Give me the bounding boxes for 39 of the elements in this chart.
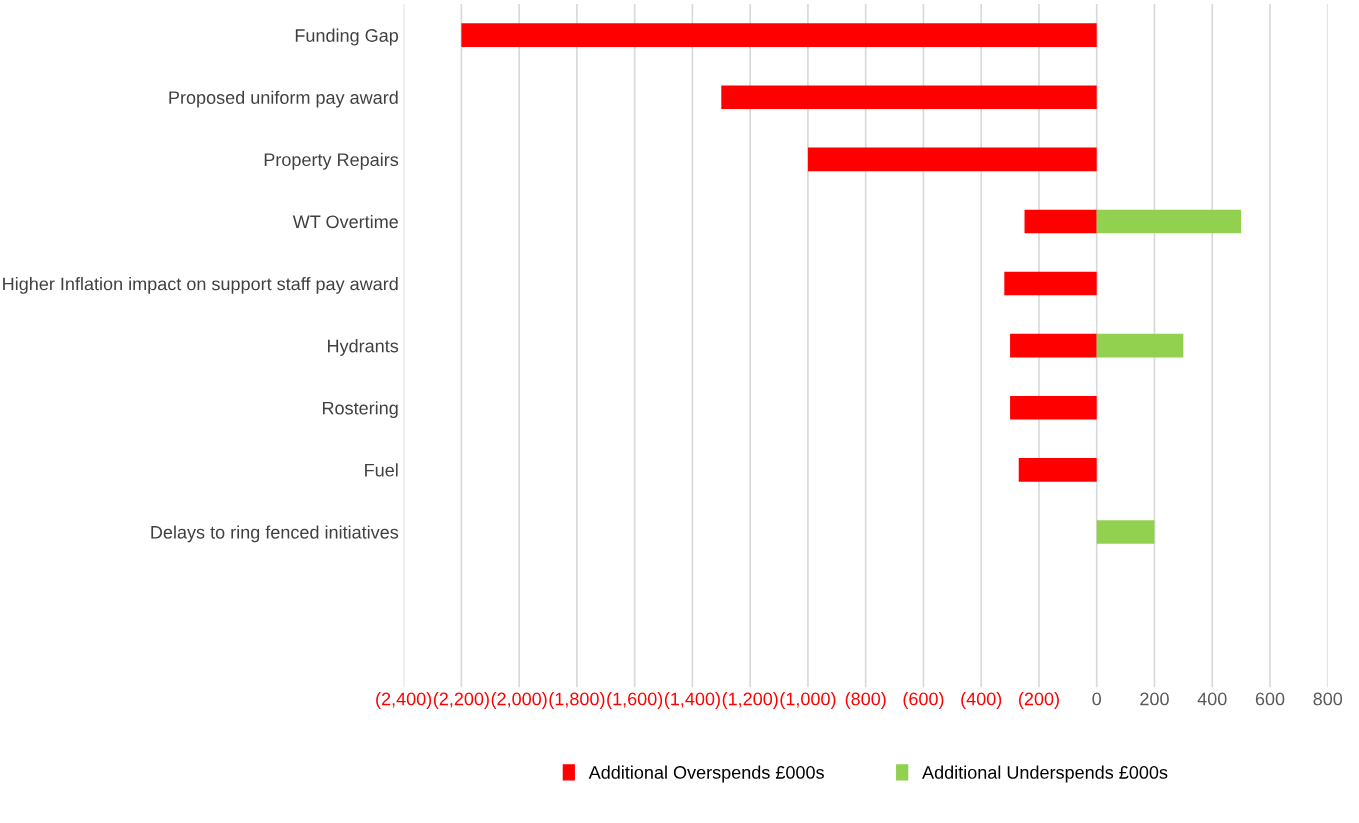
bar [1096, 520, 1155, 544]
x-tick-label: 400 [1197, 692, 1227, 706]
bar [1004, 271, 1097, 296]
x-tick-label: 0 [1092, 692, 1102, 706]
x-tick-label: (400) [961, 692, 1002, 709]
x-tick-label: (2,200) [433, 692, 489, 709]
y-tick-label: Funding Gap [295, 28, 399, 46]
y-tick-label: Hydrants [328, 339, 399, 356]
x-tick-label: 600 [1255, 692, 1285, 706]
y-tick-label: Higher Inflation impact on support staff pay award [3, 277, 398, 294]
x-tick-label: (800) [845, 692, 886, 709]
y-tick-label: Property Repairs [264, 152, 399, 170]
x-tick-label: (1,400) [664, 692, 720, 709]
bar [721, 85, 1097, 110]
y-tick-label: Fuel [365, 463, 398, 477]
y-tick-label: Rostering [322, 401, 398, 419]
x-tick-label: (2,000) [491, 692, 547, 709]
y-tick-label: Delays to ring fenced initiatives [151, 525, 399, 543]
x-tick-label: (2,400) [376, 692, 432, 709]
bar [1018, 458, 1097, 482]
x-tick-label: (200) [1019, 692, 1059, 709]
x-tick-label: (1,800) [549, 692, 605, 709]
x-tick-label: (1,000) [780, 692, 836, 709]
legend-label: Additional Overspends £000s [588, 765, 824, 783]
bar [1096, 209, 1242, 234]
y-tick-label: WT Overtime [292, 214, 398, 229]
bar [1010, 333, 1097, 358]
bar [1096, 333, 1184, 358]
bar [807, 147, 1097, 172]
x-tick-label: 800 [1313, 692, 1343, 706]
x-tick-label: 200 [1140, 692, 1169, 706]
x-tick-label: (1,600) [607, 692, 663, 709]
bar [1024, 209, 1097, 234]
bar [461, 23, 1097, 47]
x-tick-label: (600) [903, 692, 944, 709]
y-tick-label: Proposed uniform pay award [169, 90, 398, 108]
x-tick-label: (1,200) [722, 692, 778, 709]
legend-label: Additional Underspends £000s [922, 765, 1168, 783]
bar [1010, 395, 1097, 420]
